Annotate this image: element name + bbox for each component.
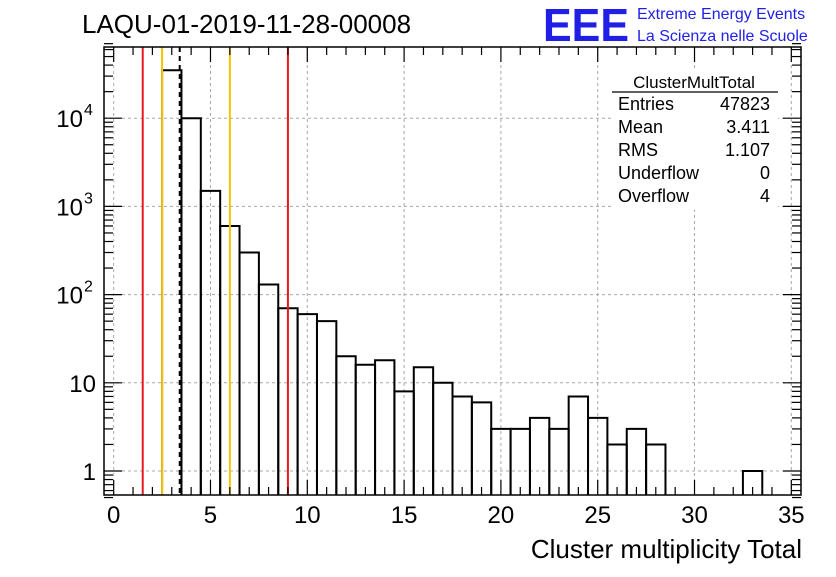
stats-row-label: Overflow: [618, 186, 690, 206]
y-tick-label: 1: [83, 459, 96, 486]
stats-box-title: ClusterMultTotal: [633, 73, 755, 92]
stats-row-label: Entries: [618, 94, 674, 114]
stats-row-value: 4: [760, 186, 770, 206]
stats-row-value: 0: [760, 163, 770, 183]
y-tick-label: 10: [56, 106, 83, 133]
x-tick-label: 15: [391, 502, 418, 529]
x-tick-label: 20: [488, 502, 515, 529]
eee-logo: EEE Extreme Energy Events La Scienza nel…: [543, 0, 808, 51]
stats-box: ClusterMultTotal Entries 47823 Mean 3.411 RM…: [612, 70, 778, 210]
y-tick-label: 10: [56, 194, 83, 221]
histogram-bin: [645, 443, 667, 495]
y-tick-label: 10: [56, 283, 83, 310]
x-tick-label: 35: [778, 502, 805, 529]
org-name-line2: La Scienza nelle Scuole: [637, 28, 808, 45]
y-tick-exponent: 4: [84, 102, 93, 119]
x-tick-label: 25: [584, 502, 611, 529]
histogram-bars: [161, 69, 764, 495]
stats-row-value: 3.411: [726, 117, 770, 137]
x-tick-label: 5: [204, 502, 217, 529]
stats-box-background: [612, 70, 778, 210]
org-name-line1: Extreme Energy Events: [637, 6, 805, 23]
x-tick-label: 10: [294, 502, 321, 529]
x-tick-label: 0: [107, 502, 120, 529]
plot-frame: [103, 46, 802, 496]
y-tick-exponent: 2: [84, 279, 93, 296]
eee-logo-text: EEE: [543, 0, 629, 51]
y-tick-label: 10: [69, 371, 96, 398]
y-tick-exponent: 3: [84, 190, 93, 207]
reference-lines: [141, 47, 289, 495]
stats-row-label: RMS: [618, 140, 658, 160]
stats-row-value: 47823: [720, 94, 770, 114]
x-tick-label: 30: [681, 502, 708, 529]
stats-row-label: Mean: [618, 117, 663, 137]
chart-title: LAQU-01-2019-11-28-00008: [82, 9, 411, 39]
stats-row-label: Underflow: [618, 163, 700, 183]
x-axis-label: Cluster multiplicity Total: [531, 534, 802, 564]
histogram-bin: [741, 470, 764, 495]
stats-row-value: 1.107: [725, 140, 770, 160]
stats-box-rows: Entries 47823 Mean 3.411 RMS 1.107 Underflow 0 O…: [618, 94, 770, 206]
